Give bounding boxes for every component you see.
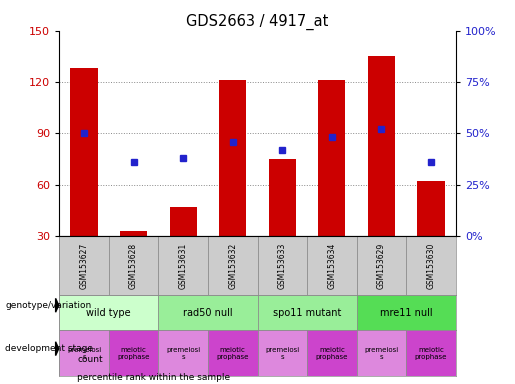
Text: meiotic
prophase: meiotic prophase [117, 347, 150, 360]
Text: GSM153634: GSM153634 [328, 242, 336, 289]
Bar [120, 231, 147, 236]
Text: GSM153628: GSM153628 [129, 243, 138, 289]
Bar [417, 181, 444, 236]
Polygon shape [56, 298, 59, 312]
Bar [59, 330, 109, 376]
Bar [158, 330, 208, 376]
Text: mre11 null: mre11 null [380, 308, 433, 318]
Bar [158, 295, 258, 330]
Text: development stage: development stage [5, 344, 93, 353]
Text: GSM153632: GSM153632 [228, 242, 237, 289]
Bar [208, 236, 258, 295]
Text: premeiosi
s: premeiosi s [265, 347, 299, 360]
Bar [208, 330, 258, 376]
Bar [307, 236, 356, 295]
Bar [307, 330, 356, 376]
Text: GSM153627: GSM153627 [79, 242, 89, 289]
Bar [368, 56, 395, 236]
Text: meiotic
prophase: meiotic prophase [316, 347, 348, 360]
Text: rad50 null: rad50 null [183, 308, 233, 318]
Polygon shape [56, 342, 59, 356]
Text: genotype/variation: genotype/variation [5, 301, 91, 310]
Text: premeiosi
s: premeiosi s [166, 347, 200, 360]
Bar [258, 330, 307, 376]
Bar [59, 295, 158, 330]
Text: meiotic
prophase: meiotic prophase [415, 347, 447, 360]
Bar [356, 295, 456, 330]
Text: GSM153633: GSM153633 [278, 242, 287, 289]
Bar [258, 236, 307, 295]
Bar [258, 295, 356, 330]
Text: GSM153631: GSM153631 [179, 242, 187, 289]
Bar [158, 236, 208, 295]
Text: GSM153630: GSM153630 [426, 242, 436, 289]
Text: percentile rank within the sample: percentile rank within the sample [77, 373, 230, 382]
Bar [59, 236, 109, 295]
Bar [169, 207, 197, 236]
Text: meiotic
prophase: meiotic prophase [216, 347, 249, 360]
Text: premeiosi
s: premeiosi s [67, 347, 101, 360]
Bar [356, 236, 406, 295]
Bar [318, 80, 346, 236]
Bar [109, 330, 158, 376]
Bar [406, 236, 456, 295]
Bar [109, 236, 158, 295]
Text: wild type: wild type [87, 308, 131, 318]
Text: spo11 mutant: spo11 mutant [273, 308, 341, 318]
Bar [71, 68, 98, 236]
Text: premeiosi
s: premeiosi s [364, 347, 399, 360]
Text: count: count [77, 354, 103, 364]
Bar [269, 159, 296, 236]
Bar [406, 330, 456, 376]
Bar [219, 80, 246, 236]
Bar [356, 330, 406, 376]
Text: GSM153629: GSM153629 [377, 242, 386, 289]
Text: GDS2663 / 4917_at: GDS2663 / 4917_at [186, 13, 329, 30]
